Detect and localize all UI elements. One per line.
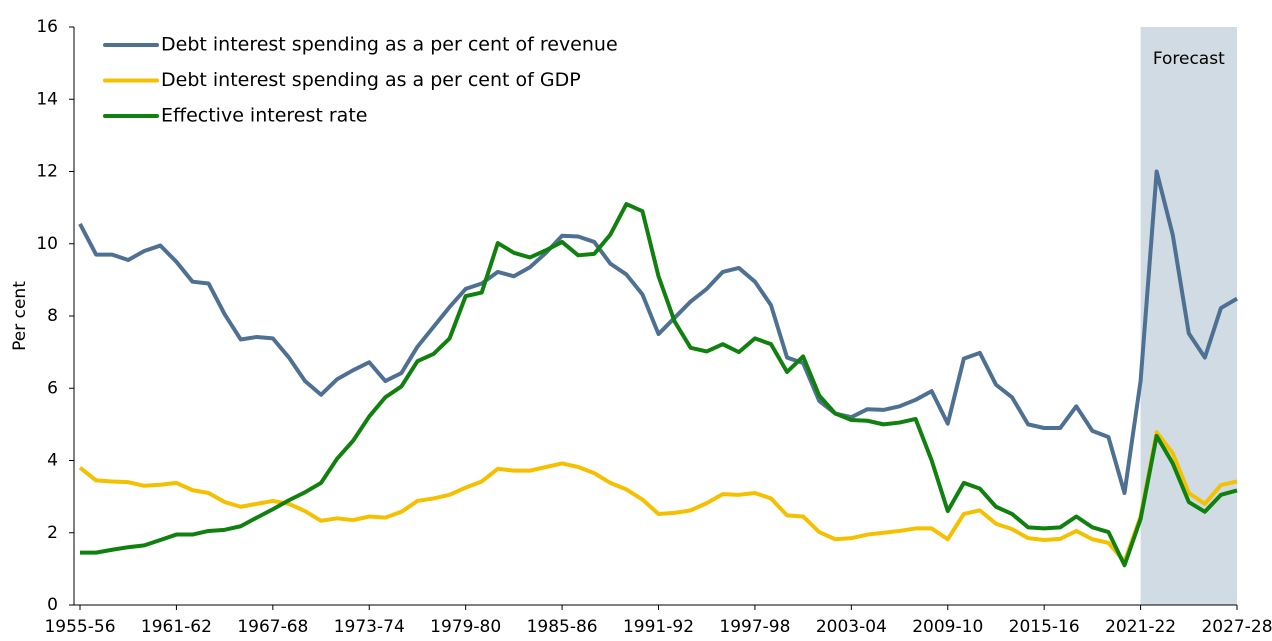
series-line <box>78 169 1239 496</box>
x-tick-label: 2003-04 <box>816 617 887 637</box>
x-tick-label: 2021-22 <box>1105 617 1176 637</box>
x-tick-label: 2009-10 <box>912 617 983 637</box>
x-tick-label: 1985-86 <box>527 617 598 637</box>
legend-label: Effective interest rate <box>161 105 367 127</box>
x-tick-label: 2027-28 <box>1201 617 1272 637</box>
y-tick-label: 14 <box>36 89 58 109</box>
y-tick-label: 8 <box>47 306 58 326</box>
x-tick-label: 1979-80 <box>430 617 501 637</box>
legend-label: Debt interest spending as a per cent of … <box>161 34 618 56</box>
y-tick-label: 0 <box>47 595 58 615</box>
x-tick-label: 1973-74 <box>334 617 405 637</box>
x-tick-label: 2015-16 <box>1009 617 1080 637</box>
forecast-label: Forecast <box>1153 49 1225 69</box>
x-tick-label: 1991-92 <box>623 617 694 637</box>
forecast-shade <box>1140 27 1237 605</box>
y-axis-label: Per cent <box>10 281 30 351</box>
y-tick-label: 10 <box>36 234 58 254</box>
x-tick-label: 1967-68 <box>237 617 308 637</box>
series-line <box>78 430 1238 564</box>
y-tick-label: 12 <box>36 162 58 182</box>
y-tick-label: 6 <box>47 378 58 398</box>
x-tick-label: 1961-62 <box>141 617 212 637</box>
y-tick-label: 4 <box>47 451 58 471</box>
series-line <box>80 202 1238 568</box>
y-tick-label: 16 <box>36 17 58 37</box>
x-tick-label: 1997-98 <box>719 617 790 637</box>
x-tick-label: 1955-56 <box>44 617 115 637</box>
legend-label: Debt interest spending as a per cent of … <box>161 69 581 91</box>
y-tick-label: 2 <box>47 523 58 543</box>
